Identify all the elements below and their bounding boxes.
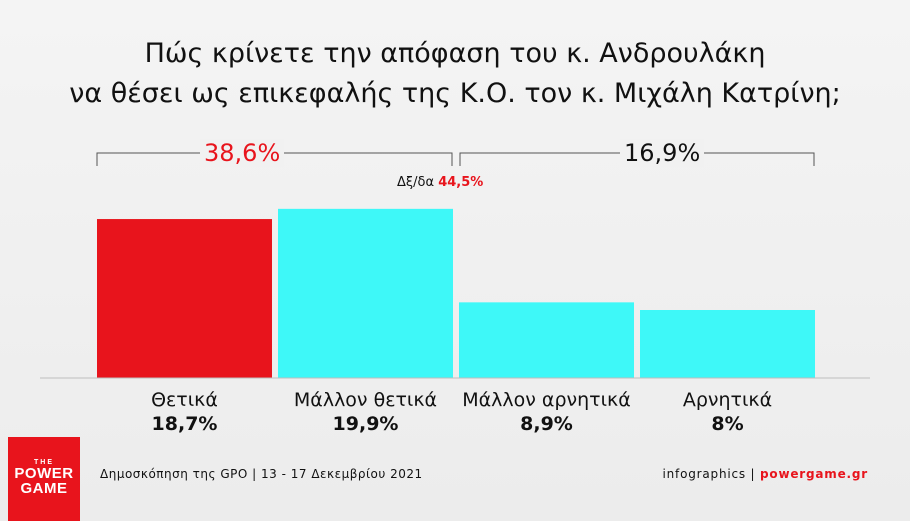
powergame-logo: THE POWER GAME (8, 437, 80, 521)
bar-4 (640, 310, 815, 378)
value-label-4: 8% (711, 413, 744, 435)
bar-3 (459, 302, 634, 378)
positive-total-label: 38,6% (200, 139, 285, 167)
category-label-4: Αρνητικά (682, 389, 773, 411)
category-label-3: Μάλλον αρνητικά (462, 389, 631, 411)
dont-know-label: Δξ/δα (397, 175, 435, 190)
title-line-1: Πώς κρίνετε την απόφαση του κ. Ανδρουλάκ… (144, 38, 766, 69)
chart-title: Πώς κρίνετε την απόφαση του κ. Ανδρουλάκ… (0, 34, 910, 114)
value-label-1: 18,7% (151, 413, 218, 435)
category-label-1: Θετικά (151, 389, 218, 411)
bars (97, 208, 815, 378)
site-link[interactable]: powergame.gr (760, 467, 868, 481)
category-label-2: Μάλλον θετικά (293, 389, 438, 411)
credits-label: infographics | (662, 467, 761, 481)
title-line-2: να θέσει ως επικεφαλής της Κ.Ο. τον κ. Μ… (69, 78, 841, 109)
dont-know-note: Δξ/δα 44,5% (397, 175, 483, 190)
credits: infographics | powergame.gr (663, 467, 868, 481)
bar-1 (97, 219, 272, 378)
value-label-2: 19,9% (332, 413, 399, 435)
negative-total-label: 16,9% (620, 139, 705, 167)
poll-source: Δημοσκόπηση της GPO | 13 - 17 Δεκεμβρίου… (100, 467, 423, 481)
dont-know-value: 44,5% (438, 175, 484, 190)
bar-2 (278, 208, 453, 378)
value-label-3: 8,9% (520, 413, 573, 435)
